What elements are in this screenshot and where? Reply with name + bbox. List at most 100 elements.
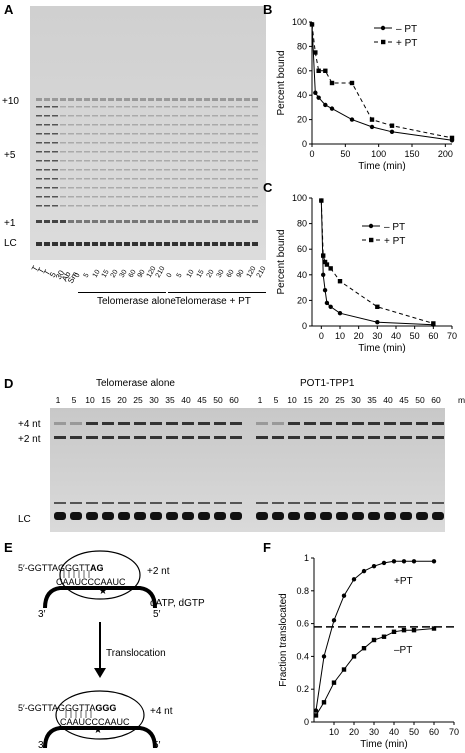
data-point: [389, 123, 395, 128]
ladder-band: [76, 151, 82, 153]
ladder-band: [116, 178, 122, 180]
ladder-band: [188, 178, 194, 180]
d-lc-band: [150, 512, 162, 520]
ladder-band: [76, 106, 82, 108]
d-lc-band: [214, 512, 226, 520]
ladder-band: [116, 115, 122, 117]
ladder-band: [212, 178, 218, 180]
data-point: [449, 135, 455, 141]
y-tick-label: 0.2: [296, 684, 309, 694]
ladder-band: [44, 187, 50, 189]
band-plus1: [108, 220, 114, 223]
ladder-band: [116, 187, 122, 189]
ladder-band: [116, 205, 122, 207]
data-point: [431, 321, 436, 326]
y-tick-label: 0: [302, 321, 307, 331]
ladder-band: [44, 160, 50, 162]
y-tick-label: 0: [302, 139, 307, 149]
d-time-label: 35: [367, 395, 377, 405]
x-tick-label: 20: [354, 331, 364, 341]
ladder-band: [36, 205, 42, 207]
ladder-band: [252, 151, 258, 153]
ladder-band: [140, 133, 146, 135]
ladder-band: [156, 115, 162, 117]
legend-marker: [369, 237, 374, 243]
d-band-low: [230, 502, 242, 504]
d-lc-band: [134, 512, 146, 520]
d-band-low: [320, 502, 332, 504]
data-point: [321, 654, 327, 659]
d-band-4nt: [352, 422, 364, 425]
ladder-band: [108, 169, 114, 171]
d-group-1: Telomerase alone: [96, 378, 175, 389]
ladder-band: [100, 124, 106, 126]
ladder-band: [196, 169, 202, 171]
time-label-alone: 10: [92, 269, 102, 279]
d-band-low: [86, 502, 98, 504]
ladder-band: [100, 169, 106, 171]
panel-e-label: E: [4, 540, 13, 555]
ladder-band: [100, 196, 106, 198]
marker-plus1: +1: [4, 218, 16, 229]
ladder-band: [148, 160, 154, 162]
ladder-band: [68, 106, 74, 108]
data-point: [316, 95, 321, 100]
d-time-label: 15: [101, 395, 111, 405]
ladder-band: [132, 151, 138, 153]
d-lc-band: [320, 512, 332, 520]
ladder-band: [68, 133, 74, 135]
ladder-band: [156, 142, 162, 144]
ladder-band: [236, 187, 242, 189]
ladder-band: [228, 115, 234, 117]
group-telomerase-alone: Telomerase alone: [97, 296, 176, 307]
marker-plus10: +10: [2, 96, 19, 107]
ladder-band: [36, 169, 42, 171]
data-point: [324, 300, 330, 306]
lc-band: [44, 242, 50, 246]
ladder-band: [148, 115, 154, 117]
band-plus10: [84, 98, 90, 101]
ladder-band: [244, 115, 250, 117]
ladder-band: [220, 196, 226, 198]
d-band-low: [256, 502, 268, 504]
d-band-4nt: [432, 422, 444, 425]
ladder-band: [92, 196, 98, 198]
d-band-2nt: [86, 436, 98, 439]
e-top-template: CAAUCCCAAUC: [56, 577, 126, 587]
ladder-band: [68, 169, 74, 171]
ladder-band: [108, 178, 114, 180]
ladder-band: [188, 106, 194, 108]
lc-band: [156, 242, 162, 246]
d-band-2nt: [198, 436, 210, 439]
data-point: [391, 559, 397, 564]
band-plus1: [60, 220, 66, 223]
lc-band: [180, 242, 186, 246]
ladder-band: [252, 115, 258, 117]
d-band-4nt: [118, 422, 130, 425]
d-band-low: [416, 502, 428, 504]
d-band-4nt: [368, 422, 380, 425]
ladder-band: [124, 160, 130, 162]
d-band-2nt: [304, 436, 316, 439]
d-band-4nt: [230, 422, 242, 425]
y-tick-label: 40: [297, 270, 307, 280]
ladder-band: [52, 115, 58, 117]
ladder-band: [60, 106, 66, 108]
lc-band: [164, 242, 170, 246]
lc-band: [36, 242, 42, 246]
d-lc-band: [54, 512, 66, 520]
d-band-2nt: [118, 436, 130, 439]
data-point: [401, 627, 407, 633]
group-line-1: [78, 292, 166, 293]
ladder-band: [204, 160, 210, 162]
series-line: [311, 24, 453, 139]
ladder-band: [36, 124, 42, 126]
ladder-band: [108, 196, 114, 198]
time-label-pt: 15: [196, 269, 206, 279]
ladder-band: [60, 115, 66, 117]
d-band-low: [198, 502, 210, 504]
d-band-4nt: [102, 422, 114, 425]
ladder-band: [44, 169, 50, 171]
band-plus1: [148, 220, 154, 223]
e-top-nt: +2 nt: [147, 566, 170, 577]
